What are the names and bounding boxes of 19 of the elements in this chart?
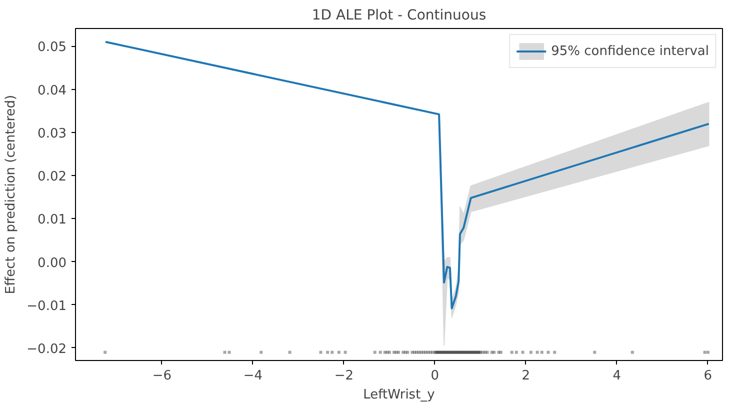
x-tick-label: 2 xyxy=(522,368,530,384)
x-tick-label: −4 xyxy=(243,368,263,384)
y-tick-label: 0.01 xyxy=(38,212,67,228)
x-axis-title: LeftWrist_y xyxy=(363,388,436,402)
x-tick-label: 6 xyxy=(704,368,712,384)
x-tick-label: −6 xyxy=(152,368,172,384)
legend-label: 95% confidence interval xyxy=(551,44,709,58)
y-tick-label: −0.02 xyxy=(26,342,67,357)
y-tick-label: 0.03 xyxy=(38,126,67,142)
y-axis-title: Effect on prediction (centered) xyxy=(4,94,19,294)
y-tick-label: 0.05 xyxy=(38,40,67,56)
chart-title: 1D ALE Plot - Continuous xyxy=(312,8,486,24)
x-tick-label: −2 xyxy=(334,368,354,384)
y-tick-label: 0.02 xyxy=(38,170,67,185)
y-tick-label: −0.01 xyxy=(26,298,67,314)
x-tick-label: 0 xyxy=(430,368,440,384)
y-tick-label: 0.00 xyxy=(38,256,67,271)
x-tick-label: 4 xyxy=(612,368,622,384)
y-tick-label: 0.04 xyxy=(38,83,67,98)
